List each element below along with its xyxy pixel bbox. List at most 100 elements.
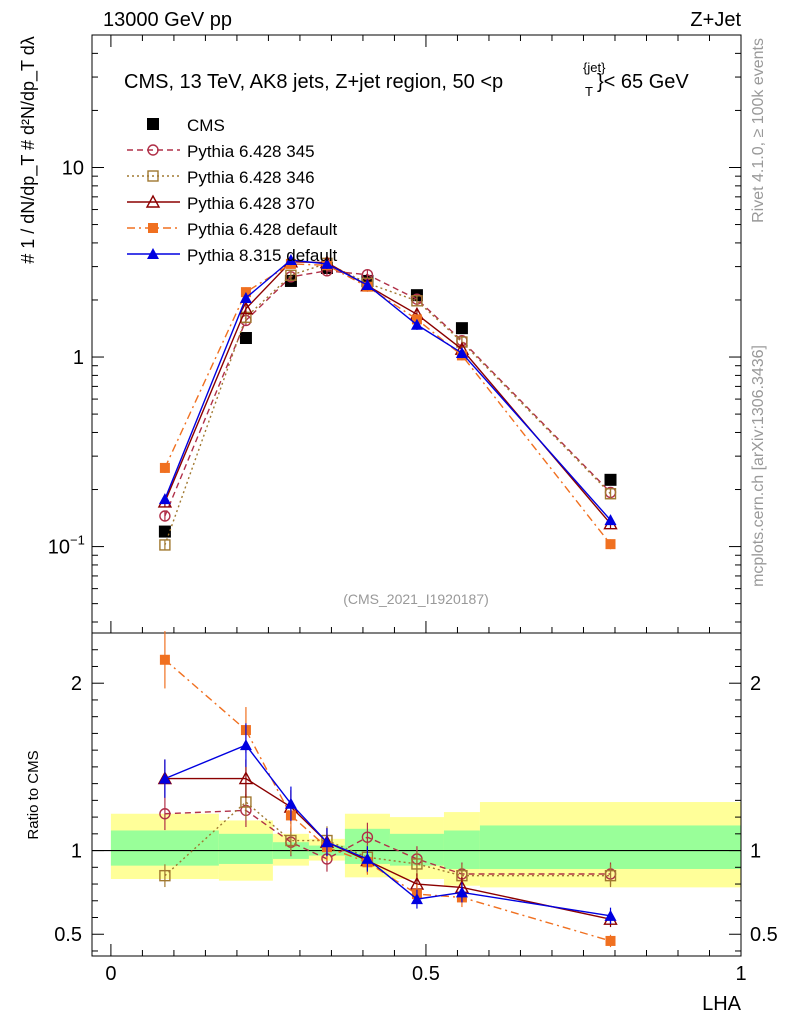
data-point [411, 295, 423, 307]
side-label-bottom: mcplots.cern.ch [arXiv:1306.3436] [750, 345, 767, 587]
main-title: CMS, 13 TeV, AK8 jets, Z+jet region, 50 … [124, 71, 503, 93]
series-pythia-6-428-345 [159, 265, 617, 522]
data-point [604, 488, 617, 500]
legend-item-cms: CMS [147, 116, 225, 135]
data-point [158, 525, 171, 538]
legend-marker [148, 223, 158, 233]
ratio-data-point [159, 654, 170, 665]
data-point [159, 539, 171, 551]
data-point [284, 254, 297, 266]
legend-label: Pythia 6.428 346 [187, 168, 315, 187]
series-cms [158, 261, 617, 538]
legend-label: Pythia 8.315 default [187, 246, 338, 265]
main-y-tick-label: 1 [73, 347, 84, 369]
ratio-y-tick-label: 0.5 [54, 924, 82, 946]
ratio-series-line [164, 744, 611, 917]
data-point [605, 539, 616, 550]
data-point [159, 510, 171, 522]
ratio-series-pythia-6-428-default [159, 631, 616, 948]
series-pythia-6-428-370 [157, 254, 618, 530]
ratio-data-point [604, 909, 617, 921]
legend-item-pythia-6-428-default: Pythia 6.428 default [127, 220, 338, 239]
ratio-data-point [239, 739, 252, 751]
side-label-top: Rivet 4.1.0, ≥ 100k events [750, 38, 767, 223]
header-right: Z+Jet [690, 9, 741, 31]
ratio-data-point [410, 893, 423, 905]
main-y-tick-label: 10 [48, 537, 70, 559]
ratio-y-tick-label-right: 1 [750, 841, 761, 863]
ratio-y-tick-label-right: 0.5 [750, 924, 778, 946]
ratio-data-point [411, 858, 423, 870]
ratio-x-tick-label: 0 [105, 963, 116, 985]
series-line-pythia-6-428-346 [164, 262, 612, 546]
ratio-data-point [159, 808, 171, 820]
data-point [604, 473, 617, 486]
ratio-data-point [605, 935, 616, 946]
data-point [320, 257, 333, 269]
uncertainty-band-inner [218, 833, 273, 864]
legend-label: CMS [187, 116, 225, 135]
legend-item-pythia-6-428-370: Pythia 6.428 370 [127, 194, 315, 213]
data-point [604, 514, 617, 526]
series-pythia-6-428-default [159, 258, 616, 550]
legend-marker [147, 248, 159, 259]
ratio-series-line [164, 801, 611, 877]
main-title-tail: }< 65 GeV [597, 71, 689, 93]
ratio-x-tick-label: 0.5 [412, 963, 440, 985]
ratio-series-line [164, 809, 611, 875]
header-left: 13000 GeV pp [103, 9, 232, 31]
main-y-axis-label: # 1 / dN/dp_T # d²N/dp_T dλ [18, 36, 39, 263]
main-title-superscript: {jet} [583, 60, 606, 75]
ratio-data-point [604, 869, 617, 882]
ratio-data-point [361, 852, 374, 864]
series-line-pythia-6-428-345 [164, 270, 612, 517]
legend-marker [147, 170, 159, 182]
legend-label: Pythia 6.428 default [187, 220, 338, 239]
uncertainty-band-inner [479, 825, 741, 869]
data-point [410, 318, 423, 330]
data-point [455, 347, 468, 359]
ratio-data-point [320, 836, 333, 848]
ratio-x-tick-label: 1 [735, 963, 746, 985]
data-point [285, 269, 297, 281]
data-point [239, 291, 252, 303]
ratio-data-point [158, 772, 171, 784]
series-pythia-8-315-default [158, 254, 617, 526]
ratio-frame [91, 632, 742, 957]
ratio-y-tick-label: 2 [71, 673, 82, 695]
watermark: (CMS_2021_I1920187) [343, 591, 489, 607]
ratio-data-point [285, 834, 297, 847]
ratio-y-axis-label: Ratio to CMS [25, 750, 42, 839]
ratio-y-tick-label-right: 2 [750, 673, 761, 695]
ratio-data-point [284, 797, 297, 809]
main-title-subscript: T [585, 84, 593, 99]
legend-marker [147, 118, 159, 130]
series-line-pythia-8-315-default [164, 259, 612, 521]
x-axis-label: LHA [702, 993, 742, 1015]
legend-item-pythia-6-428-346: Pythia 6.428 346 [127, 168, 315, 187]
data-point [361, 278, 374, 290]
ratio-series-line [164, 659, 611, 942]
series-line-pythia-6-428-default [164, 263, 612, 545]
data-point [455, 322, 468, 335]
data-point [158, 493, 171, 505]
legend-item-pythia-8-315-default: Pythia 8.315 default [127, 246, 338, 265]
main-y-tick-label-exponent: −1 [70, 533, 85, 548]
data-point [239, 332, 252, 345]
uncertainty-band-inner [110, 830, 219, 866]
legend: CMS Pythia 6.428 345 Pythia 6.428 346 Pythi… [127, 116, 338, 265]
ratio-data-point [159, 869, 171, 882]
legend-marker [145, 194, 161, 208]
ratio-y-tick-label: 1 [71, 841, 82, 863]
data-point [159, 462, 170, 473]
legend-item-pythia-6-428-345: Pythia 6.428 345 [127, 142, 315, 161]
main-y-tick-label: 10 [62, 157, 84, 179]
legend-marker [147, 144, 159, 156]
ratio-data-point [361, 831, 374, 843]
ratio-series-line [164, 777, 611, 920]
ratio-data-point [455, 886, 468, 898]
legend-label: Pythia 6.428 345 [187, 142, 315, 161]
